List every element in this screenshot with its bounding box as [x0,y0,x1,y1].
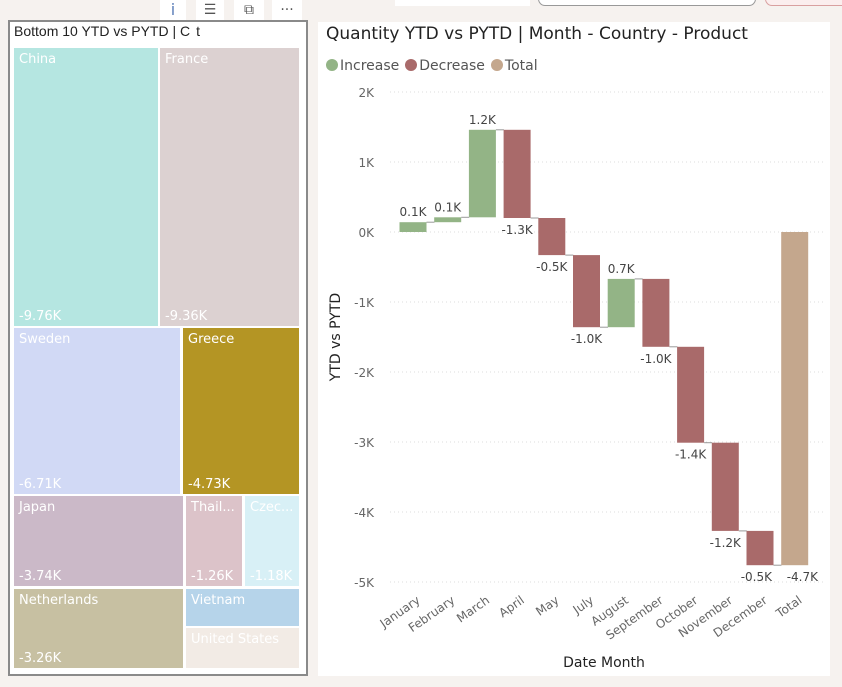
waterfall-bar [573,255,600,328]
decrease-dot-icon [405,59,418,71]
data-label: 0.1K [434,200,462,214]
x-tick-label: March [454,593,492,625]
treemap-title-tail: t [196,23,200,39]
data-label: -1.3K [501,223,533,237]
tile-label: United States [191,632,280,647]
y-tick-label: 2K [358,86,375,100]
data-label: 0.1K [400,205,428,219]
waterfall-bar [642,278,670,347]
filter-icon[interactable]: ☰ [196,0,224,20]
x-tick-label: Total [773,593,805,621]
tile-value: -3.74K [19,569,62,584]
legend-label: Total [504,58,538,74]
y-tick-label: -5K [354,576,375,590]
tile-label: China [19,52,57,67]
tile-value: -9.76K [19,309,62,324]
data-label: -0.5K [741,570,773,584]
data-label: -4.7K [787,570,819,584]
legend-item-total[interactable]: Total [490,58,538,74]
tile-label: Czec... [250,500,294,515]
chart-title: Quantity YTD vs PYTD | Month - Country -… [326,24,748,44]
legend-item-decrease[interactable]: Decrease [405,58,485,74]
waterfall-bar [503,129,531,218]
tile-label: Netherlands [19,593,99,608]
top-card-fragment [395,0,530,6]
x-axis-title: Date Month [563,655,645,671]
tile-value: -1.26K [191,569,234,584]
x-tick-label: May [533,593,561,619]
waterfall-bar [468,129,496,218]
tile-value: -9.36K [165,309,208,324]
treemap-tile[interactable]: France -9.36K [160,48,299,326]
increase-dot-icon [326,59,338,71]
y-tick-label: 1K [358,156,375,170]
tile-label: Greece [188,332,235,347]
tile-value: -3.26K [19,651,62,666]
legend-label: Decrease [419,58,485,74]
chart-legend: Increase Decrease Total [326,58,538,74]
waterfall-bar [781,232,809,566]
treemap-tile[interactable]: Vietnam [186,589,299,626]
treemap-tile[interactable]: China -9.76K [14,48,158,326]
data-label: -0.5K [536,260,568,274]
data-label: 0.7K [608,262,636,276]
legend-item-increase[interactable]: Increase [326,58,399,74]
focus-mode-icon[interactable]: ⧉ [234,0,264,20]
y-tick-label: 0K [358,226,375,240]
tile-label: Vietnam [191,593,246,608]
tile-value: -6.71K [19,477,62,492]
tile-label: Sweden [19,332,71,347]
top-button-fragment[interactable] [765,0,842,6]
treemap-tile[interactable]: United States [186,628,299,668]
treemap-tile[interactable]: Thail... -1.26K [186,496,242,586]
top-slicer-fragment[interactable] [538,0,756,6]
legend-label: Increase [340,58,400,74]
y-tick-label: -1K [354,296,375,310]
treemap-tile[interactable]: Greece -4.73K [183,328,299,494]
treemap-tile[interactable]: Czec... -1.18K [245,496,299,586]
treemap-tile[interactable]: Netherlands -3.26K [14,589,183,668]
waterfall-chart-visual[interactable]: Quantity YTD vs PYTD | Month - Country -… [318,22,830,676]
treemap-tile[interactable]: Sweden -6.71K [14,328,180,494]
waterfall-bar [434,217,462,223]
waterfall-bar [711,442,739,531]
treemap-title: Bottom 10 YTD vs PYTD | C [14,23,191,39]
data-label: -1.4K [675,448,707,462]
y-tick-label: -2K [354,366,375,380]
waterfall-bar [538,218,566,256]
tile-label: France [165,52,209,67]
total-dot-icon [490,59,503,71]
y-tick-label: -4K [354,506,375,520]
y-axis-title: YTD vs PYTD [328,293,344,382]
waterfall-bar [677,346,705,443]
data-label: -1.2K [710,536,742,550]
treemap-tile[interactable]: Japan -3.74K [14,496,183,586]
tile-value: -1.18K [250,569,293,584]
y-tick-label: -3K [354,436,375,450]
data-label: 1.2K [469,113,497,127]
data-label: -1.0K [640,352,672,366]
treemap-title-row: Bottom 10 YTD vs PYTD | C t [14,23,200,39]
x-tick-label: April [496,593,527,620]
waterfall-bar [607,278,635,328]
data-label: -1.0K [571,332,603,346]
waterfall-plot: 2K 1K 0K -1K -2K -3K -4K -5K YTD vs PYTD Date Mon… [328,86,823,671]
tile-label: Thail... [191,500,235,515]
tile-label: Japan [19,500,56,515]
more-options-icon[interactable]: ··· [272,0,302,20]
tile-value: -4.73K [188,477,231,492]
waterfall-bar [746,530,774,566]
waterfall-bar [399,222,427,232]
info-icon[interactable]: i [160,0,186,20]
